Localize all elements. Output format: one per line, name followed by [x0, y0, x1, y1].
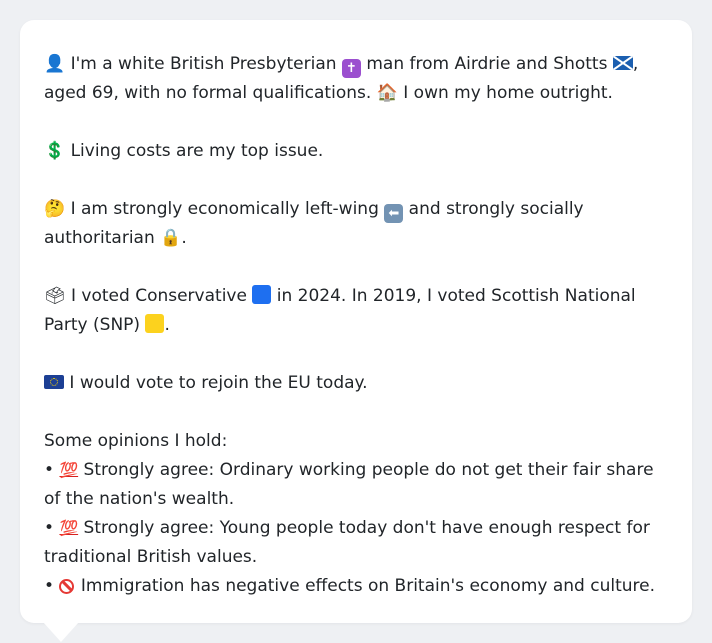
opinion-item: • 💯 Strongly agree: Young people today d…: [44, 514, 668, 572]
opinion-text: Strongly agree: Young people today don't…: [44, 518, 650, 567]
left-arrow-icon: ⬅: [384, 204, 404, 223]
eu-text: I would vote to rejoin the EU today.: [64, 373, 368, 393]
hundred-points-icon: 💯: [59, 461, 79, 479]
blue-square-icon: [252, 285, 272, 304]
eu-paragraph: I would vote to rejoin the EU today.: [44, 369, 668, 398]
opinion-text: Immigration has negative effects on Brit…: [75, 576, 655, 596]
eu-flag-icon: [44, 375, 64, 389]
identity-text-d: I own my home outright.: [397, 83, 613, 103]
issue-text: Living costs are my top issue.: [65, 141, 324, 161]
lock-icon: 🔒: [160, 228, 182, 248]
no-entry-icon: [59, 579, 75, 594]
cross-icon: ✝: [341, 59, 361, 78]
ideology-text-c: .: [181, 228, 187, 248]
votes-text-c: .: [164, 315, 170, 335]
ideology-paragraph: 🤔 I am strongly economically left-wing ⬅…: [44, 195, 668, 253]
opinion-item: • 💯 Strongly agree: Ordinary working peo…: [44, 456, 668, 514]
scotland-flag-icon: [612, 56, 633, 70]
identity-text-b: man from Airdrie and Shotts: [360, 54, 613, 74]
votes-text-a: I voted Conservative: [65, 286, 253, 306]
opinion-item: • Immigration has negative effects on Br…: [44, 572, 668, 601]
issue-paragraph: 💲 Living costs are my top issue.: [44, 137, 668, 166]
votes-paragraph: 🗳 I voted Conservative in 2024. In 2019,…: [44, 282, 668, 340]
person-icon: 👤: [44, 54, 66, 74]
identity-text-a: I'm a white British Presbyterian: [65, 54, 342, 74]
dollar-icon: 💲: [44, 141, 66, 161]
hundred-points-icon: 💯: [59, 519, 79, 537]
thinking-face-icon: 🤔: [44, 199, 66, 219]
opinion-text: Strongly agree: Ordinary working people …: [44, 460, 654, 509]
house-icon: 🏠: [376, 83, 398, 103]
yellow-square-icon: [145, 314, 165, 333]
opinions-heading: Some opinions I hold:: [44, 431, 228, 451]
profile-card: 👤 I'm a white British Presbyterian ✝ man…: [20, 20, 692, 623]
identity-text-c: , aged 69, with no formal qualifications…: [44, 54, 639, 103]
identity-paragraph: 👤 I'm a white British Presbyterian ✝ man…: [44, 50, 668, 108]
speech-bubble-tail: [43, 622, 79, 642]
bullet: •: [44, 518, 55, 538]
bullet: •: [44, 576, 55, 596]
ballot-box-icon: 🗳: [44, 286, 66, 306]
ideology-text-a: I am strongly economically left-wing: [65, 199, 385, 219]
bullet: •: [44, 460, 55, 480]
ideology-text-b: and strongly socially authoritarian: [44, 199, 584, 248]
votes-text-b: in 2024. In 2019, I voted Scottish Natio…: [44, 286, 636, 335]
